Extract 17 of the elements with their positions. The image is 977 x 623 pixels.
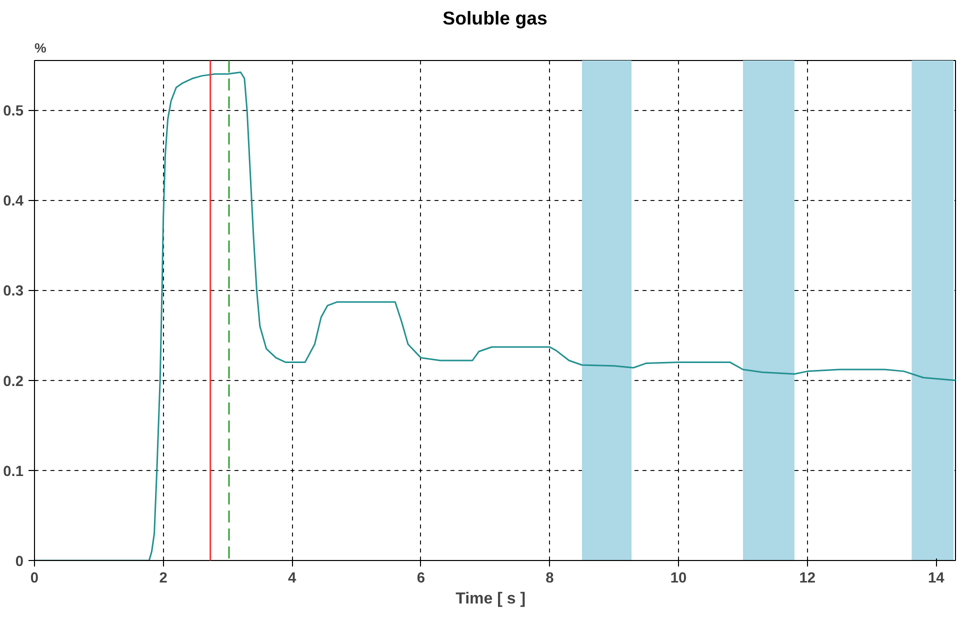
x-tick-label: 14 [928, 570, 946, 586]
y-tick-label: 0.2 [3, 374, 24, 390]
y-tick-label: 0.5 [3, 104, 24, 120]
y-axis-title: % [34, 40, 46, 56]
y-tick-label: 0.3 [3, 284, 24, 300]
x-tick-label: 8 [546, 570, 554, 586]
x-axis-title: Time [ s ] [456, 590, 526, 608]
x-tick-label: 12 [799, 570, 816, 586]
y-tick-label: 0.4 [3, 194, 24, 210]
x-tick-label: 2 [159, 570, 168, 586]
chart-title: Soluble gas [442, 8, 548, 28]
x-tick-label: 10 [670, 570, 687, 586]
x-tick-label: 4 [288, 570, 298, 586]
x-tick-label: 0 [30, 570, 39, 586]
y-tick-label: 0.1 [3, 464, 24, 480]
y-tick-label: 0 [15, 554, 24, 570]
x-tick-label: 6 [416, 570, 426, 586]
